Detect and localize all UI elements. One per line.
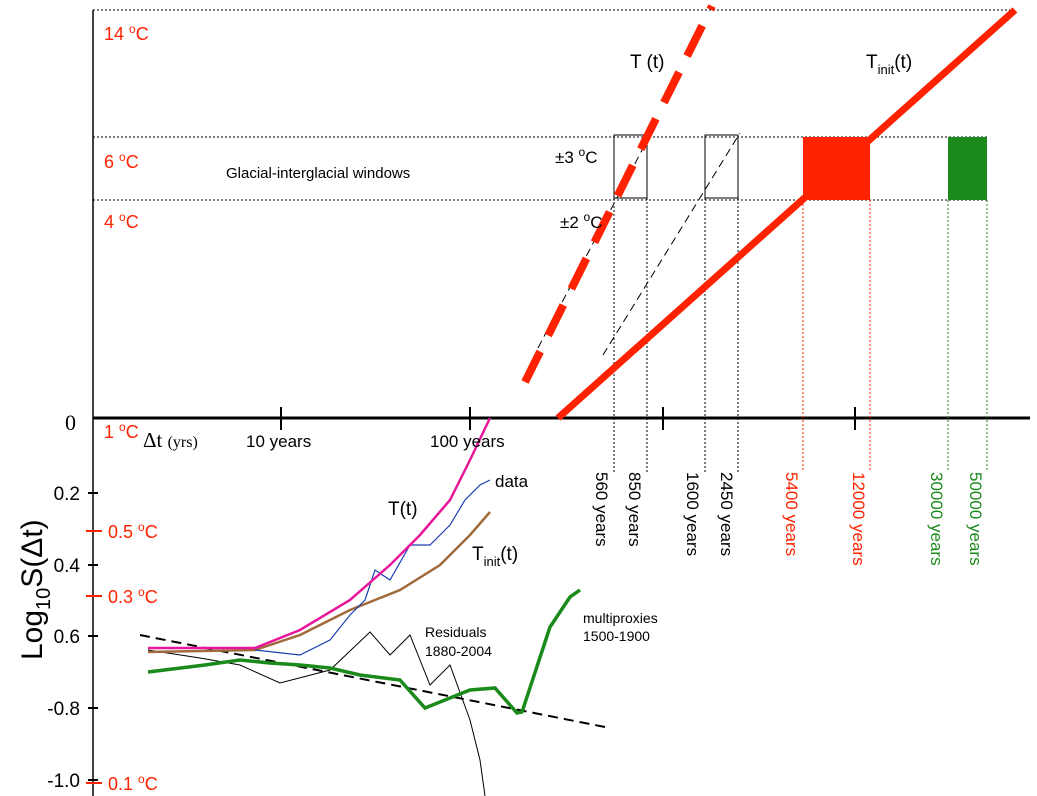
temp-label: 0.3 oC	[108, 585, 158, 607]
lower-tick-label: -1.0	[47, 771, 80, 792]
T-curve	[148, 417, 492, 650]
multiproxies-label: multiproxies 1500-1900	[583, 610, 658, 644]
window-box	[704, 134, 739, 199]
temp-label: 0.1 oC	[108, 772, 158, 794]
year-label: 850 years	[625, 472, 644, 547]
reference-lines	[93, 9, 1010, 472]
data-curve	[254, 479, 491, 656]
temp-label: 6 oC	[104, 150, 139, 172]
x-label: 100 years	[430, 432, 505, 451]
lower-tick-label: 0.2	[54, 484, 80, 505]
window-years: 560 years 850 years 1600 years 2450 year…	[592, 472, 985, 566]
multiproxy-curve	[147, 588, 582, 715]
temp-label: 0.5 oC	[108, 520, 158, 542]
year-label: 560 years	[592, 472, 611, 547]
temp-label: 4 oC	[104, 210, 139, 232]
lower-temp-labels: 0.5 oC 0.3 oC 0.1 oC	[108, 520, 158, 794]
T-line	[521, 4, 716, 384]
year-label: 2450 years	[717, 472, 736, 556]
T-label: T (t)	[630, 52, 664, 73]
T-curve-label: T(t)	[388, 499, 418, 520]
temp-label: 1 oC	[104, 420, 139, 442]
pm2-label: ±2 oC	[560, 210, 603, 232]
dt-label: Δt (yrs)	[143, 428, 198, 452]
window-label: Glacial-interglacial windows	[226, 165, 410, 182]
Tinit-curve-label: Tinit(t)	[472, 544, 518, 569]
Tinit-label: Tinit(t)	[866, 52, 912, 77]
Tinit-line	[555, 7, 1018, 421]
temp-label: 14 oC	[104, 22, 149, 44]
zero-label: 0	[65, 410, 76, 435]
Tinit-curve	[147, 511, 491, 654]
lower-ticks: 0.2 0.4 0.6 -0.8 -1.0	[47, 484, 80, 792]
year-label: 5400 years	[782, 472, 801, 556]
x-label: 10 years	[246, 432, 311, 451]
lower-tick-label: 0.6	[54, 627, 80, 648]
lower-axis-title: Log10S(Δt)	[16, 519, 55, 660]
green-window	[948, 137, 987, 200]
red-reference-lines	[802, 200, 871, 472]
axis-ticks	[88, 407, 856, 781]
year-label: 1600 years	[683, 472, 702, 556]
year-label: 30000 years	[927, 472, 946, 566]
lower-tick-label: 0.4	[54, 556, 81, 577]
year-label: 50000 years	[966, 472, 985, 566]
pm3-label: ±3 oC	[555, 145, 598, 167]
residuals-curve	[147, 631, 486, 796]
residuals-label: Residuals 1880-2004	[425, 624, 492, 659]
lower-tick-label: -0.8	[47, 699, 80, 720]
year-label: 12000 years	[849, 472, 868, 566]
temp-ticks	[86, 530, 102, 784]
window-box	[613, 134, 648, 199]
data-curve-label: data	[495, 472, 529, 491]
upper-temp-labels: 14 oC 6 oC 4 oC 1 oC	[104, 22, 149, 442]
green-reference-lines	[947, 200, 988, 472]
